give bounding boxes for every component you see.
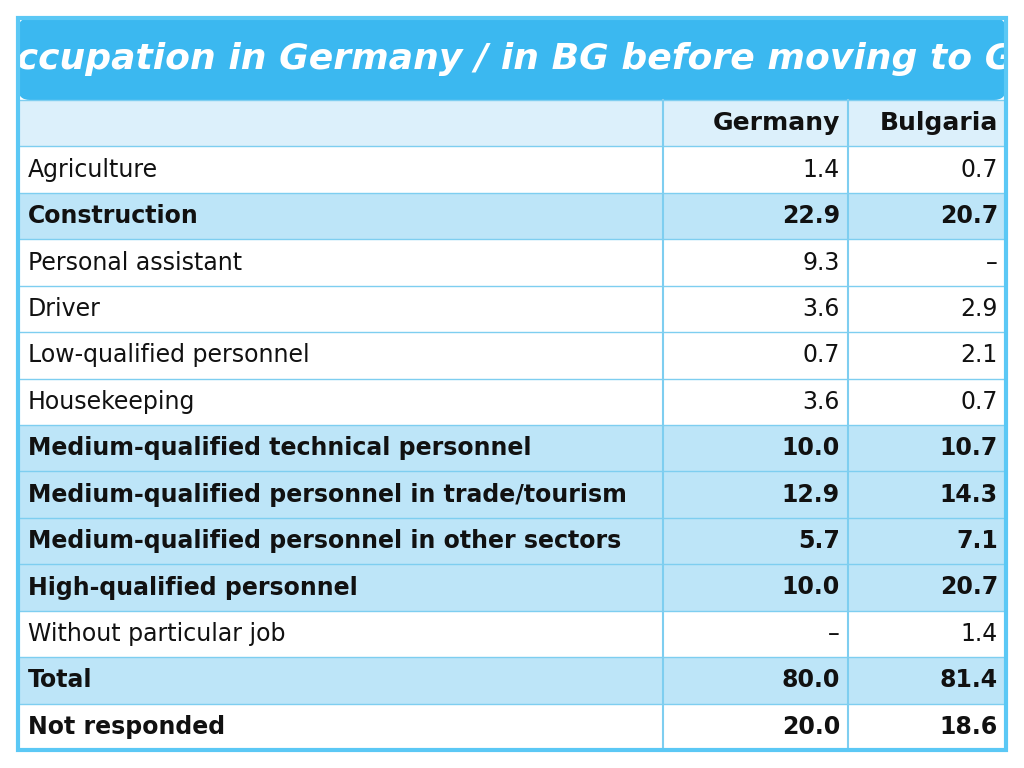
- Text: 18.6: 18.6: [940, 715, 998, 739]
- Bar: [18, 425, 1006, 472]
- Text: 20.0: 20.0: [781, 715, 840, 739]
- Text: 1.4: 1.4: [803, 157, 840, 182]
- Text: Personal assistant: Personal assistant: [28, 250, 242, 274]
- Text: 14.3: 14.3: [940, 482, 998, 507]
- Text: Construction: Construction: [28, 204, 199, 228]
- Text: Medium-qualified personnel in trade/tourism: Medium-qualified personnel in trade/tour…: [28, 482, 627, 507]
- Text: High-qualified personnel: High-qualified personnel: [28, 575, 357, 600]
- Text: Low-qualified personnel: Low-qualified personnel: [28, 343, 309, 367]
- Bar: [18, 240, 1006, 286]
- Bar: [18, 472, 1006, 518]
- Bar: [18, 147, 1006, 193]
- Text: Driver: Driver: [28, 297, 101, 321]
- Text: Without particular job: Without particular job: [28, 622, 286, 646]
- Text: 2.9: 2.9: [961, 297, 998, 321]
- Text: Medium-qualified personnel in other sectors: Medium-qualified personnel in other sect…: [28, 529, 622, 553]
- Text: Bulgaria: Bulgaria: [880, 111, 998, 135]
- Bar: [18, 332, 1006, 379]
- Text: 0.7: 0.7: [803, 343, 840, 367]
- Text: Not responded: Not responded: [28, 715, 225, 739]
- Text: 0.7: 0.7: [961, 390, 998, 414]
- Text: 20.7: 20.7: [940, 204, 998, 228]
- Text: Housekeeping: Housekeeping: [28, 390, 196, 414]
- Text: 1.4: 1.4: [961, 622, 998, 646]
- Text: 10.0: 10.0: [781, 436, 840, 460]
- Bar: [18, 564, 1006, 611]
- Text: Occupation in Germany / in BG before moving to GE: Occupation in Germany / in BG before mov…: [0, 42, 1024, 76]
- Bar: [18, 657, 1006, 703]
- Text: 0.7: 0.7: [961, 157, 998, 182]
- Text: Agriculture: Agriculture: [28, 157, 158, 182]
- Text: Medium-qualified technical personnel: Medium-qualified technical personnel: [28, 436, 531, 460]
- Bar: [18, 703, 1006, 750]
- Text: 3.6: 3.6: [803, 390, 840, 414]
- Text: 12.9: 12.9: [782, 482, 840, 507]
- Text: 2.1: 2.1: [961, 343, 998, 367]
- Text: 10.0: 10.0: [781, 575, 840, 600]
- Bar: [18, 379, 1006, 425]
- Text: 9.3: 9.3: [803, 250, 840, 274]
- Text: –: –: [986, 250, 998, 274]
- Text: Total: Total: [28, 668, 92, 693]
- Text: 22.9: 22.9: [782, 204, 840, 228]
- Text: 7.1: 7.1: [956, 529, 998, 553]
- Text: 5.7: 5.7: [798, 529, 840, 553]
- Bar: [18, 611, 1006, 657]
- Bar: [18, 286, 1006, 332]
- Text: 20.7: 20.7: [940, 575, 998, 600]
- FancyBboxPatch shape: [18, 18, 1006, 100]
- Text: 10.7: 10.7: [940, 436, 998, 460]
- Text: 80.0: 80.0: [781, 668, 840, 693]
- Bar: [18, 193, 1006, 240]
- Text: 3.6: 3.6: [803, 297, 840, 321]
- Text: Germany: Germany: [713, 111, 840, 135]
- Text: 81.4: 81.4: [940, 668, 998, 693]
- Bar: [18, 518, 1006, 564]
- Text: –: –: [828, 622, 840, 646]
- Bar: [18, 100, 1006, 147]
